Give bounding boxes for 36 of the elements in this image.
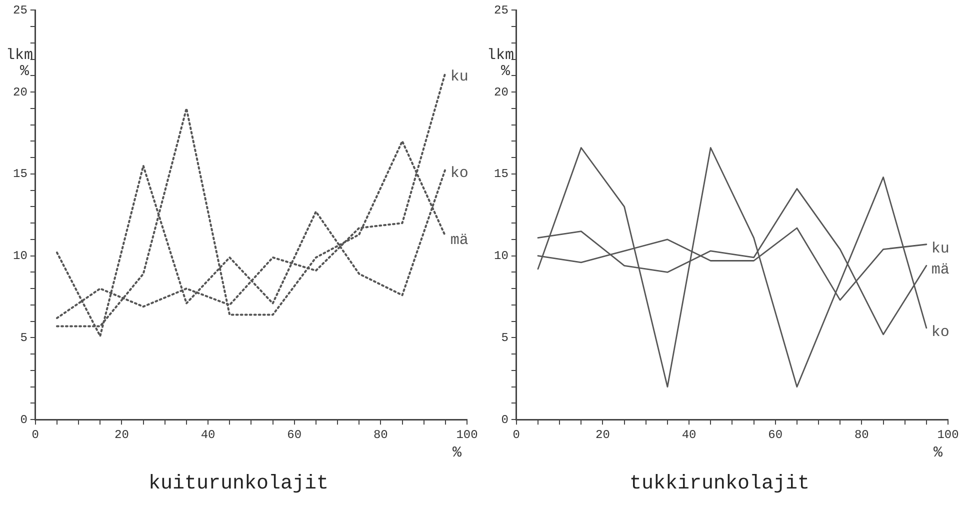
y-tick-label: 0	[501, 412, 508, 427]
x-tick-label: 100	[456, 428, 478, 442]
series-label: ko	[931, 324, 950, 341]
series-label: mä	[450, 232, 468, 250]
text: kuiturunkolajit	[148, 472, 329, 496]
x-tick-label: 0	[512, 428, 520, 442]
y-tick-label: 5	[501, 330, 508, 345]
x-tick-label: 0	[32, 428, 40, 442]
x-tick-label: 20	[114, 428, 129, 442]
x-tick-label: 40	[200, 428, 216, 442]
series-label: mä	[931, 262, 950, 279]
y-tick-label: 10	[12, 249, 28, 264]
x-tick-label: 60	[768, 428, 783, 442]
x-tick-label: 40	[682, 428, 696, 442]
series-label: ku	[931, 240, 950, 258]
x-axis-title: %	[452, 444, 462, 462]
series-label: ko	[450, 165, 468, 182]
y-tick-label: 20	[12, 85, 28, 100]
y-tick-label: 0	[20, 412, 28, 427]
text: tukkirunkolajit	[629, 472, 810, 496]
x-axis-title: %	[933, 444, 944, 462]
y-tick-label: 15	[494, 167, 508, 182]
y-tick-label: 25	[12, 3, 28, 18]
y-tick-label: 5	[20, 330, 28, 345]
y-tick-label: 25	[494, 3, 508, 18]
x-tick-label: 80	[373, 428, 388, 442]
y-axis-title: lkm %	[6, 47, 34, 80]
y-axis-title: lkm %	[487, 47, 514, 80]
y-tick-label: 10	[494, 249, 508, 264]
series-label: ku	[450, 68, 468, 86]
y-tick-label: 15	[12, 167, 28, 182]
x-tick-label: 60	[287, 428, 302, 442]
x-tick-label: 100	[937, 428, 959, 442]
x-tick-label: 80	[854, 428, 869, 442]
x-tick-label: 20	[596, 428, 610, 442]
y-tick-label: 20	[494, 85, 508, 100]
